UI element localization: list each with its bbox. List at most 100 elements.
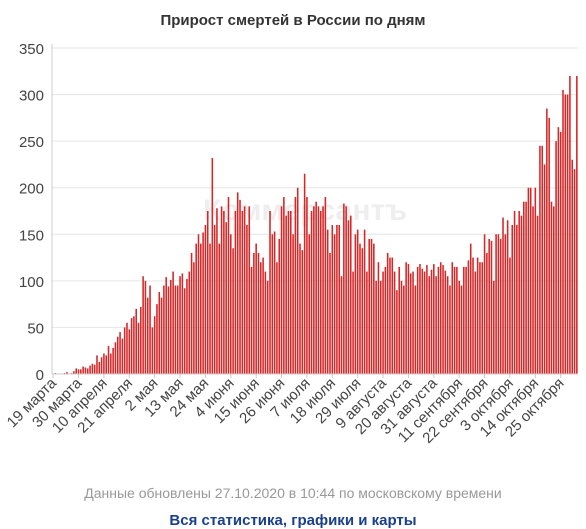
bar bbox=[520, 215, 523, 374]
bar bbox=[495, 234, 497, 374]
bar bbox=[569, 75, 571, 374]
bar bbox=[236, 192, 239, 374]
bar bbox=[306, 197, 308, 374]
bar bbox=[119, 332, 121, 374]
bar bbox=[398, 266, 400, 374]
y-tick-label: 50 bbox=[27, 320, 44, 337]
bar bbox=[183, 288, 186, 374]
bar bbox=[548, 117, 550, 374]
bar bbox=[340, 276, 343, 374]
bar bbox=[77, 369, 80, 374]
bar bbox=[384, 266, 387, 374]
bar bbox=[458, 280, 460, 374]
bar bbox=[253, 252, 255, 374]
bar bbox=[329, 252, 331, 374]
bar bbox=[156, 304, 158, 374]
bar bbox=[234, 211, 237, 374]
bar bbox=[232, 248, 234, 374]
bar bbox=[179, 276, 181, 374]
bar bbox=[375, 280, 377, 374]
bar bbox=[303, 173, 306, 374]
bar bbox=[280, 206, 283, 374]
bar bbox=[523, 201, 525, 374]
all-statistics-link[interactable]: Вся статистика, графики и карты bbox=[169, 512, 417, 529]
bar bbox=[343, 203, 345, 374]
bar bbox=[414, 285, 417, 374]
bar bbox=[331, 224, 334, 374]
bar bbox=[243, 206, 246, 374]
bar bbox=[502, 217, 504, 374]
bar bbox=[75, 368, 78, 374]
bar bbox=[564, 94, 567, 375]
bar bbox=[193, 262, 195, 374]
bar bbox=[80, 369, 82, 374]
bar bbox=[160, 297, 163, 374]
bar bbox=[206, 211, 209, 374]
bar bbox=[386, 252, 389, 374]
bar bbox=[456, 266, 458, 374]
bar bbox=[105, 355, 107, 374]
bar bbox=[91, 363, 94, 374]
bar bbox=[352, 271, 354, 374]
bar bbox=[497, 234, 500, 374]
bar bbox=[73, 371, 75, 374]
bar bbox=[260, 262, 262, 374]
bar bbox=[172, 271, 174, 374]
bar bbox=[379, 280, 382, 374]
bar bbox=[123, 327, 126, 374]
bar bbox=[273, 231, 276, 374]
bar bbox=[149, 285, 151, 374]
bar bbox=[534, 187, 537, 374]
y-tick-label: 100 bbox=[19, 274, 44, 291]
bar bbox=[396, 290, 398, 374]
bar bbox=[354, 234, 357, 374]
bar bbox=[555, 141, 557, 374]
bar bbox=[248, 206, 251, 374]
bar bbox=[289, 211, 292, 374]
bar bbox=[96, 355, 98, 374]
bar bbox=[506, 220, 509, 374]
y-tick-label: 300 bbox=[19, 88, 44, 105]
bar bbox=[84, 367, 87, 374]
bar bbox=[476, 257, 479, 374]
bar bbox=[121, 338, 124, 374]
bar bbox=[359, 243, 361, 374]
bar bbox=[516, 224, 518, 374]
bar bbox=[153, 316, 156, 374]
bar bbox=[509, 257, 511, 374]
bar bbox=[308, 234, 311, 374]
bar bbox=[137, 322, 140, 374]
bar bbox=[294, 197, 297, 374]
y-tick-label: 250 bbox=[19, 134, 44, 151]
bar bbox=[347, 220, 350, 374]
bar bbox=[573, 169, 576, 374]
bar bbox=[186, 278, 188, 374]
bar bbox=[230, 234, 232, 374]
bar bbox=[165, 277, 167, 374]
bar bbox=[539, 145, 541, 374]
bar bbox=[389, 257, 391, 374]
bar bbox=[195, 243, 197, 374]
y-tick-label: 0 bbox=[36, 367, 44, 384]
bar bbox=[453, 266, 456, 374]
y-tick-label: 150 bbox=[19, 227, 44, 244]
bar bbox=[283, 197, 285, 374]
bar bbox=[513, 211, 516, 374]
bar bbox=[421, 268, 424, 374]
bar bbox=[276, 262, 278, 374]
bar bbox=[110, 353, 112, 374]
bar bbox=[416, 266, 419, 374]
bar bbox=[250, 266, 253, 374]
chart-title: Прирост смертей в России по дням bbox=[160, 12, 426, 29]
bar bbox=[140, 306, 142, 374]
bar bbox=[299, 243, 301, 374]
bar bbox=[559, 131, 562, 374]
last-updated-note: Данные обновлены 27.10.2020 в 10:44 по м… bbox=[84, 485, 502, 501]
bar bbox=[66, 372, 68, 374]
bar bbox=[181, 273, 184, 374]
bar bbox=[158, 292, 161, 374]
bar bbox=[338, 224, 341, 374]
bar bbox=[142, 276, 144, 374]
bar bbox=[433, 264, 435, 374]
bar bbox=[474, 271, 477, 374]
